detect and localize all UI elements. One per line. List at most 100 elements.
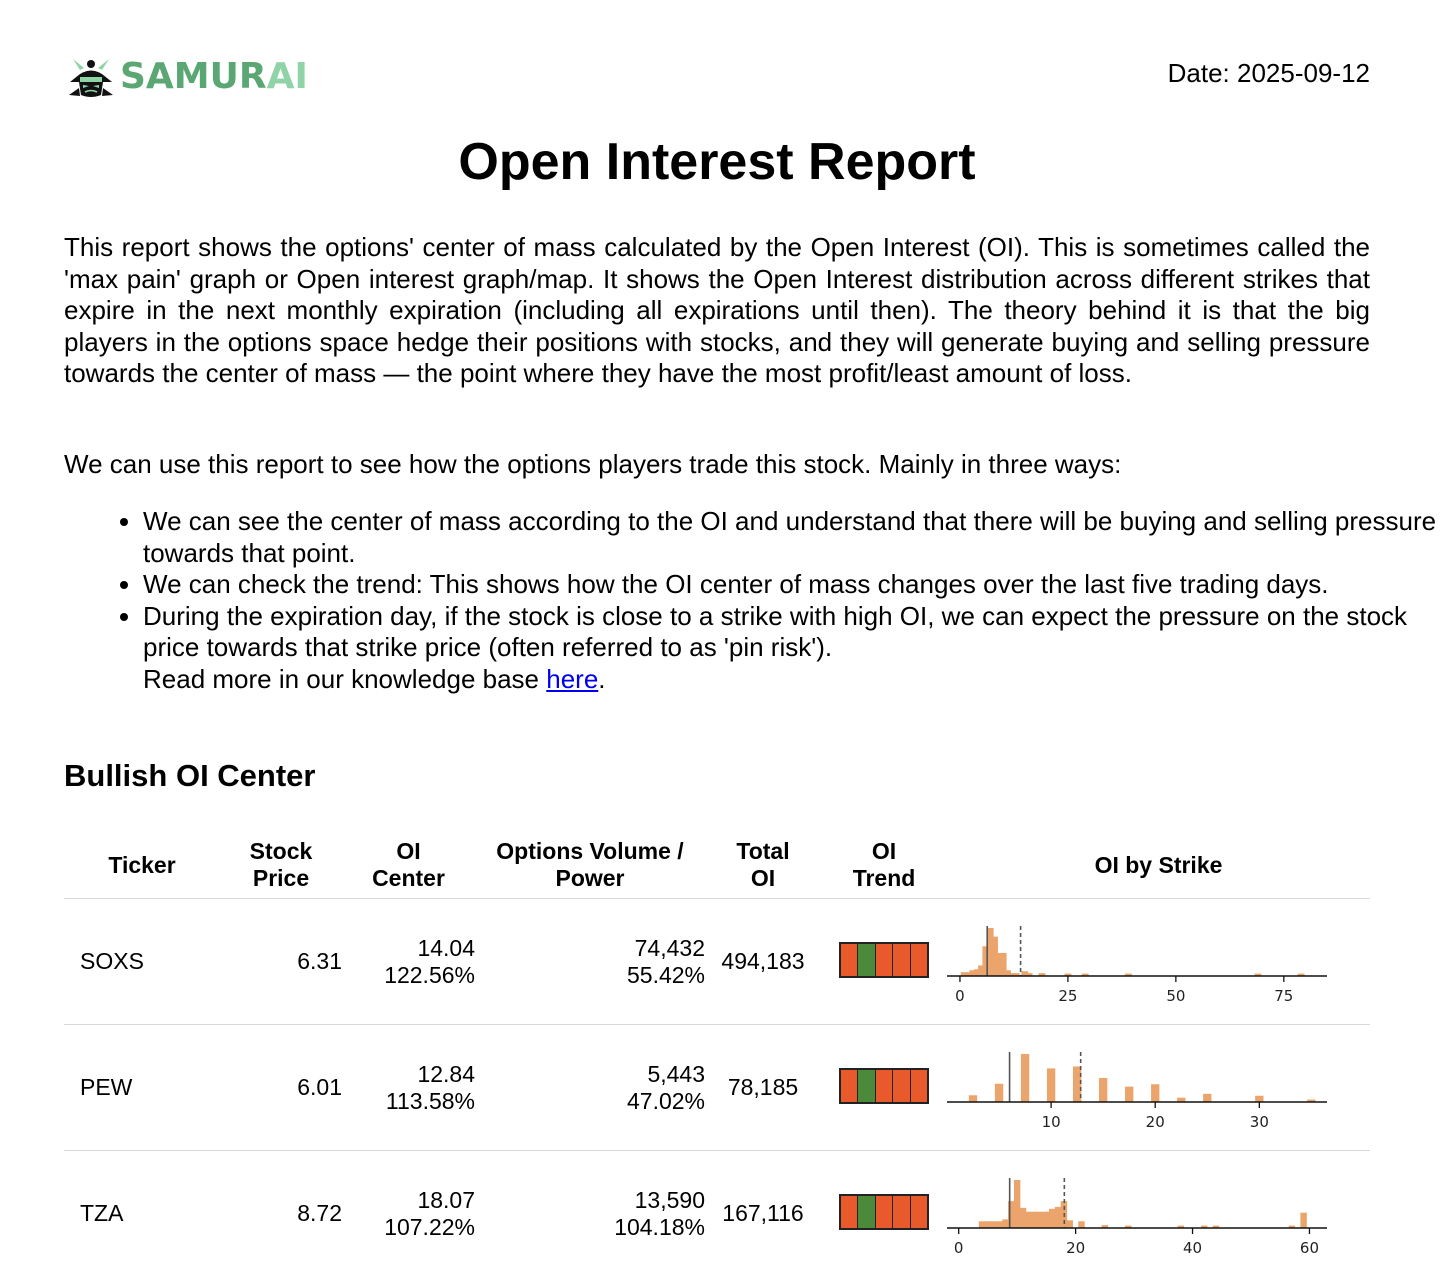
trend-segment-1 (840, 943, 859, 976)
usage-list: We can see the center of mass according … (64, 506, 1446, 695)
oi-bar (1307, 1099, 1316, 1102)
trend-segment-1 (840, 1195, 859, 1228)
oi-bar (965, 971, 973, 976)
total-oi-cell: 494,183 (705, 898, 821, 1025)
oi-bar (1025, 972, 1033, 976)
oi-bar (1002, 1218, 1009, 1228)
ticker-cell: TZA (64, 1150, 220, 1276)
trend-segment-2 (858, 1069, 876, 1102)
oi-bar (1151, 1083, 1160, 1102)
x-tick-label: 75 (1274, 987, 1293, 1005)
oi-bar (978, 964, 985, 976)
oi-table: Ticker Stock Price OI Center Options Volum… (64, 832, 1370, 1276)
oi-bar (1201, 1225, 1208, 1228)
knowledge-base-link[interactable]: here (546, 663, 599, 694)
table-row: SOXS 6.31 14.04 122.56% 74,432 55.42% 494,… (64, 898, 1370, 1025)
trend-segment-3 (875, 1195, 894, 1228)
col-oi-trend: OI Trend (852, 838, 916, 891)
oi-trend-cell (821, 1024, 947, 1151)
oi-bar (1008, 972, 1016, 976)
oi-bar (986, 927, 994, 976)
list-item: We can see the center of mass according … (143, 506, 1446, 569)
oi-bar (1300, 1212, 1307, 1228)
oi-bar (978, 1220, 986, 1228)
oi-bar (1255, 1095, 1264, 1102)
trend-segment-3 (875, 1069, 894, 1102)
total-oi-cell: 78,185 (705, 1024, 821, 1151)
oi-bar (1020, 1053, 1030, 1102)
total-oi-cell: 167,116 (705, 1150, 821, 1276)
options-volume-cell: 5,443 47.02% (475, 1024, 705, 1151)
table-header-row: Ticker Stock Price OI Center Options Volum… (64, 832, 1370, 899)
oi-bar (1004, 969, 1011, 976)
oi-trend-bar (838, 1067, 930, 1104)
x-tick-label: 50 (1166, 987, 1185, 1005)
ticker-cell: PEW (64, 1024, 220, 1151)
oi-bar (1013, 1179, 1021, 1228)
oi-bar (999, 952, 1007, 976)
trend-segment-2 (858, 1195, 876, 1228)
x-tick-label: 0 (954, 1239, 964, 1257)
list-item: We can check the trend: This shows how t… (143, 569, 1446, 601)
oi-bar (984, 1220, 992, 1228)
samurai-helmet-icon (69, 59, 113, 97)
oi-bar (996, 1220, 1003, 1228)
oi-bar (1124, 973, 1132, 976)
report-date: Date: 2025-09-12 (1167, 58, 1370, 88)
oi-bar (1125, 1086, 1134, 1102)
x-tick-label: 10 (1042, 1113, 1061, 1131)
oi-trend-cell (821, 1150, 947, 1276)
oi-bar (1019, 1207, 1027, 1228)
col-options-volume: Options Volume / Power (496, 838, 684, 891)
oi-bar (1064, 973, 1072, 976)
x-tick-label: 25 (1058, 987, 1077, 1005)
col-oi-by-strike: OI by Strike (1094, 851, 1223, 878)
oi-by-strike-cell: 0 25 50 75 (947, 898, 1370, 1025)
x-tick-label: 30 (1250, 1113, 1269, 1131)
brand-name: SAMURAI (120, 56, 308, 97)
oi-bar (982, 945, 990, 976)
oi-trend-cell (821, 898, 947, 1025)
oi-bar (1099, 1077, 1108, 1102)
oi-bar (1078, 1220, 1085, 1228)
options-volume-cell: 74,432 55.42% (475, 898, 705, 1025)
read-more-suffix: . (598, 663, 606, 694)
oi-bar (1288, 1225, 1296, 1228)
oi-by-strike-chart: 10 20 30 (947, 1051, 1327, 1131)
trend-segment-5 (910, 943, 928, 976)
oi-by-strike-cell: 0 20 40 60 (947, 1150, 1370, 1276)
x-tick-label: 20 (1146, 1113, 1165, 1131)
x-tick-label: 0 (955, 987, 965, 1005)
list-item: During the expiration day, if the stock … (143, 601, 1446, 696)
trend-segment-4 (893, 1069, 911, 1102)
ticker-cell: SOXS (64, 898, 220, 1025)
x-tick-label: 20 (1066, 1239, 1085, 1257)
oi-center-cell: 18.07 107.22% (342, 1150, 475, 1276)
stock-price-cell: 6.31 (220, 898, 342, 1025)
page-title: Open Interest Report (458, 133, 976, 191)
options-volume-cell: 13,590 104.18% (475, 1150, 705, 1276)
col-oi-center: OI Center (372, 838, 445, 891)
oi-bar (1031, 1211, 1038, 1228)
oi-bar (1025, 1211, 1033, 1228)
oi-bar (1038, 972, 1046, 976)
oi-by-strike-cell: 10 20 30 (947, 1024, 1370, 1151)
stock-price-cell: 8.72 (220, 1150, 342, 1276)
oi-trend-bar (838, 941, 930, 978)
oi-bar (968, 1094, 978, 1102)
col-total-oi: Total OI (736, 838, 790, 891)
oi-bar (1037, 1211, 1044, 1228)
oi-bar (1101, 1224, 1109, 1228)
oi-bar (991, 936, 998, 976)
oi-bar (1021, 970, 1029, 976)
oi-bar (990, 1220, 997, 1228)
col-ticker: Ticker (108, 851, 176, 878)
trend-segment-3 (875, 943, 894, 976)
stock-price-cell: 6.01 (220, 1024, 342, 1151)
x-tick-label: 60 (1300, 1239, 1319, 1257)
oi-bar (994, 1083, 1004, 1102)
oi-bar (1203, 1093, 1212, 1102)
read-more-prefix: Read more in our knowledge base (143, 663, 547, 694)
intro-paragraph: This report shows the options' center of… (64, 232, 1370, 388)
oi-by-strike-chart: 0 20 40 60 (947, 1177, 1327, 1257)
